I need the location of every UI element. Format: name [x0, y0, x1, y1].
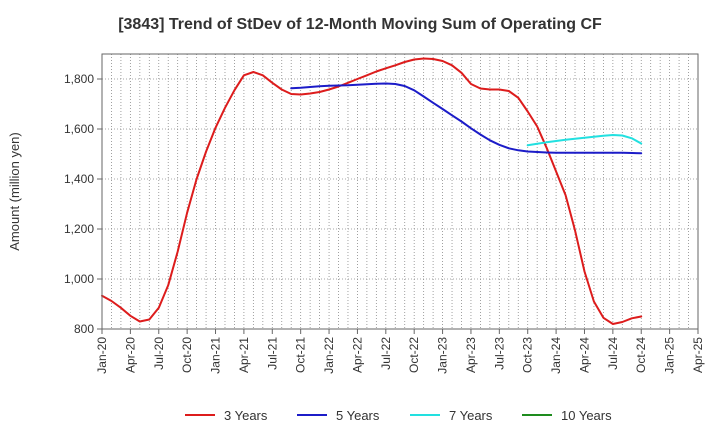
legend-label-5-years: 5 Years: [336, 408, 380, 423]
legend-label-10-years: 10 Years: [561, 408, 612, 423]
legend-label-3-years: 3 Years: [224, 408, 268, 423]
x-tick-label: Apr-22: [350, 337, 364, 373]
x-tick-label: Jan-22: [322, 337, 336, 374]
series-line-3-years: [101, 57, 643, 325]
x-tick-label: Jan-24: [549, 337, 563, 374]
series-line-5-years: [290, 82, 643, 155]
x-tick-label: Oct-21: [294, 337, 308, 373]
x-tick-label: Jul-20: [152, 337, 166, 370]
chart-title: [3843] Trend of StDev of 12-Month Moving…: [118, 16, 602, 33]
x-tick-label: Jul-24: [606, 337, 620, 370]
series-lines: [101, 57, 643, 325]
x-tick-label: Jul-22: [379, 337, 393, 370]
x-tick-label: Oct-22: [407, 337, 421, 373]
y-tick-label: 1,200: [64, 222, 94, 236]
y-tick-label: 1,400: [64, 172, 94, 186]
x-tick-label: Apr-20: [123, 337, 137, 373]
legend: 3 Years 5 Years 7 Years 10 Years: [185, 408, 612, 423]
y-tick-label: 1,800: [64, 72, 94, 86]
x-tick-label: Jan-25: [663, 337, 677, 374]
gridlines: [102, 54, 698, 329]
x-tick-label: Apr-25: [691, 337, 705, 373]
y-tick-label: 1,600: [64, 122, 94, 136]
legend-label-7-years: 7 Years: [449, 408, 493, 423]
x-tick-label: Oct-24: [634, 337, 648, 373]
plot-frame: [101, 53, 699, 330]
x-tick-label: Jan-20: [95, 337, 109, 374]
x-tick-label: Apr-24: [577, 337, 591, 373]
x-tick-label: Apr-23: [464, 337, 478, 373]
x-axis: Jan-20 Apr-20 Jul-20 Oct-20 Jan-21 Apr-21 Jul-…: [95, 329, 705, 374]
x-tick-label: Jul-23: [492, 337, 506, 370]
x-tick-label: Oct-20: [180, 337, 194, 373]
series-line-7-years: [526, 134, 643, 147]
x-tick-label: Jan-23: [436, 337, 450, 374]
x-tick-label: Jan-21: [209, 337, 223, 374]
y-axis-label: Amount (million yen): [7, 132, 22, 251]
y-tick-label: 800: [74, 322, 94, 336]
x-tick-label: Oct-23: [521, 337, 535, 373]
y-tick-label: 1,000: [64, 272, 94, 286]
x-tick-label: Apr-21: [237, 337, 251, 373]
y-axis: 800 1,000 1,200 1,400 1,600 1,800: [64, 72, 102, 336]
x-tick-label: Jul-21: [265, 337, 279, 370]
